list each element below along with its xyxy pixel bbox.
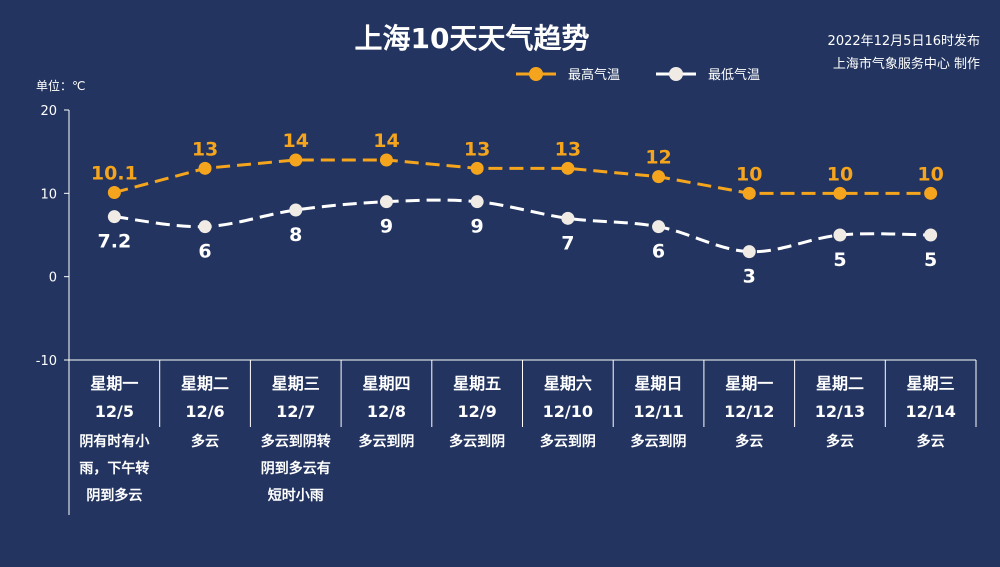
weekday-label: 星期二 [816, 374, 864, 393]
data-label: 7 [561, 232, 574, 254]
data-label: 9 [380, 216, 393, 238]
weather-description: 多云到阴 [449, 433, 505, 450]
data-label: 5 [833, 249, 846, 271]
data-label: 8 [289, 224, 302, 246]
weekday-label: 星期四 [362, 374, 410, 393]
weather-description: 阴有时有小 [79, 433, 149, 450]
data-label: 10.1 [91, 163, 138, 185]
data-point [470, 161, 484, 175]
weather-description: 短时小雨 [268, 487, 324, 504]
weekday-label: 星期一 [90, 374, 138, 393]
data-point [924, 186, 938, 200]
data-label: 12 [645, 147, 671, 169]
weather-description: 阴到多云 [86, 487, 142, 504]
legend-low: 最低气温 [656, 67, 760, 83]
weather-description: 多云 [826, 433, 854, 450]
data-label: 14 [283, 130, 309, 152]
data-point [379, 153, 393, 167]
legend: 最高气温 最低气温 [516, 67, 760, 83]
data-label: 3 [743, 266, 756, 288]
legend-high-label: 最高气温 [568, 67, 620, 83]
weekday-label: 星期二 [181, 374, 229, 393]
date-label: 12/12 [724, 402, 774, 421]
weather-description: 多云到阴转 [261, 433, 331, 450]
weather-description: 多云 [191, 433, 219, 450]
weekday-label: 星期五 [453, 374, 501, 393]
data-label: 10 [917, 163, 943, 185]
data-point [742, 245, 756, 259]
date-label: 12/14 [905, 402, 955, 421]
data-point [561, 161, 575, 175]
weather-description: 多云到阴 [631, 433, 687, 450]
data-label: 14 [373, 130, 399, 152]
weekday-label: 星期三 [907, 374, 955, 393]
data-label: 6 [652, 241, 665, 263]
y-tick-label: 10 [40, 187, 57, 202]
legend-high-marker [529, 67, 543, 81]
chart-title: 上海10天天气趋势 [355, 22, 590, 55]
data-point [561, 211, 575, 225]
date-label: 12/9 [458, 402, 497, 421]
legend-low-label: 最低气温 [708, 67, 760, 83]
weekday-label: 星期三 [272, 374, 320, 393]
data-point [652, 170, 666, 184]
data-point [833, 186, 847, 200]
y-tick-label: -10 [36, 354, 57, 369]
weekday-label: 星期日 [635, 374, 683, 393]
weather-description: 阴到多云有 [261, 460, 331, 477]
y-tick-label: 0 [49, 271, 57, 286]
weekday-label: 星期六 [544, 374, 592, 393]
date-label: 12/5 [95, 402, 134, 421]
date-label: 12/8 [367, 402, 406, 421]
data-label: 13 [192, 138, 218, 160]
date-label: 12/6 [185, 402, 224, 421]
data-label: 10 [827, 163, 853, 185]
data-point [289, 203, 303, 217]
y-axis-unit: 单位：℃ [36, 78, 85, 93]
series-high: 10.1 13 14 14 13 13 12 10 10 10 [91, 130, 944, 200]
y-ticks: -10 0 10 20 [36, 104, 69, 369]
publisher: 上海市气象服务中心 制作 [833, 56, 980, 72]
y-tick-label: 20 [40, 104, 57, 119]
legend-low-marker [669, 67, 683, 81]
data-point [742, 186, 756, 200]
date-label: 12/10 [543, 402, 593, 421]
weather-description: 多云 [735, 433, 763, 450]
weather-description: 多云到阴 [540, 433, 596, 450]
data-point [198, 220, 212, 234]
data-label: 5 [924, 249, 937, 271]
weather-description: 多云到阴 [358, 433, 414, 450]
date-label: 12/7 [276, 402, 315, 421]
weather-description: 多云 [917, 433, 945, 450]
data-point [833, 228, 847, 242]
date-label: 12/11 [633, 402, 683, 421]
series-line [114, 198, 931, 254]
data-point [652, 220, 666, 234]
series-low: 7.2 6 8 9 9 7 6 3 5 5 [98, 195, 938, 288]
data-label: 6 [198, 241, 211, 263]
data-label: 10 [736, 163, 762, 185]
data-point [379, 195, 393, 209]
data-label: 7.2 [98, 231, 132, 253]
data-point [924, 228, 938, 242]
data-point [289, 153, 303, 167]
data-label: 13 [555, 138, 581, 160]
data-point [107, 210, 121, 224]
data-label: 9 [471, 216, 484, 238]
publish-time: 2022年12月5日16时发布 [828, 33, 980, 49]
data-point [198, 161, 212, 175]
data-point [107, 186, 121, 199]
series-line [113, 158, 931, 195]
weekday-label: 星期一 [725, 374, 773, 393]
weather-description: 雨，下午转 [79, 460, 149, 477]
data-point [470, 195, 484, 209]
data-label: 13 [464, 138, 490, 160]
legend-high: 最高气温 [516, 67, 620, 83]
date-label: 12/13 [815, 402, 865, 421]
